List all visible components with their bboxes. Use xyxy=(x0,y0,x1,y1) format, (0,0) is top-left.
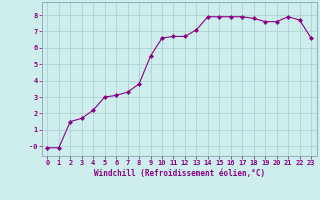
X-axis label: Windchill (Refroidissement éolien,°C): Windchill (Refroidissement éolien,°C) xyxy=(94,169,265,178)
